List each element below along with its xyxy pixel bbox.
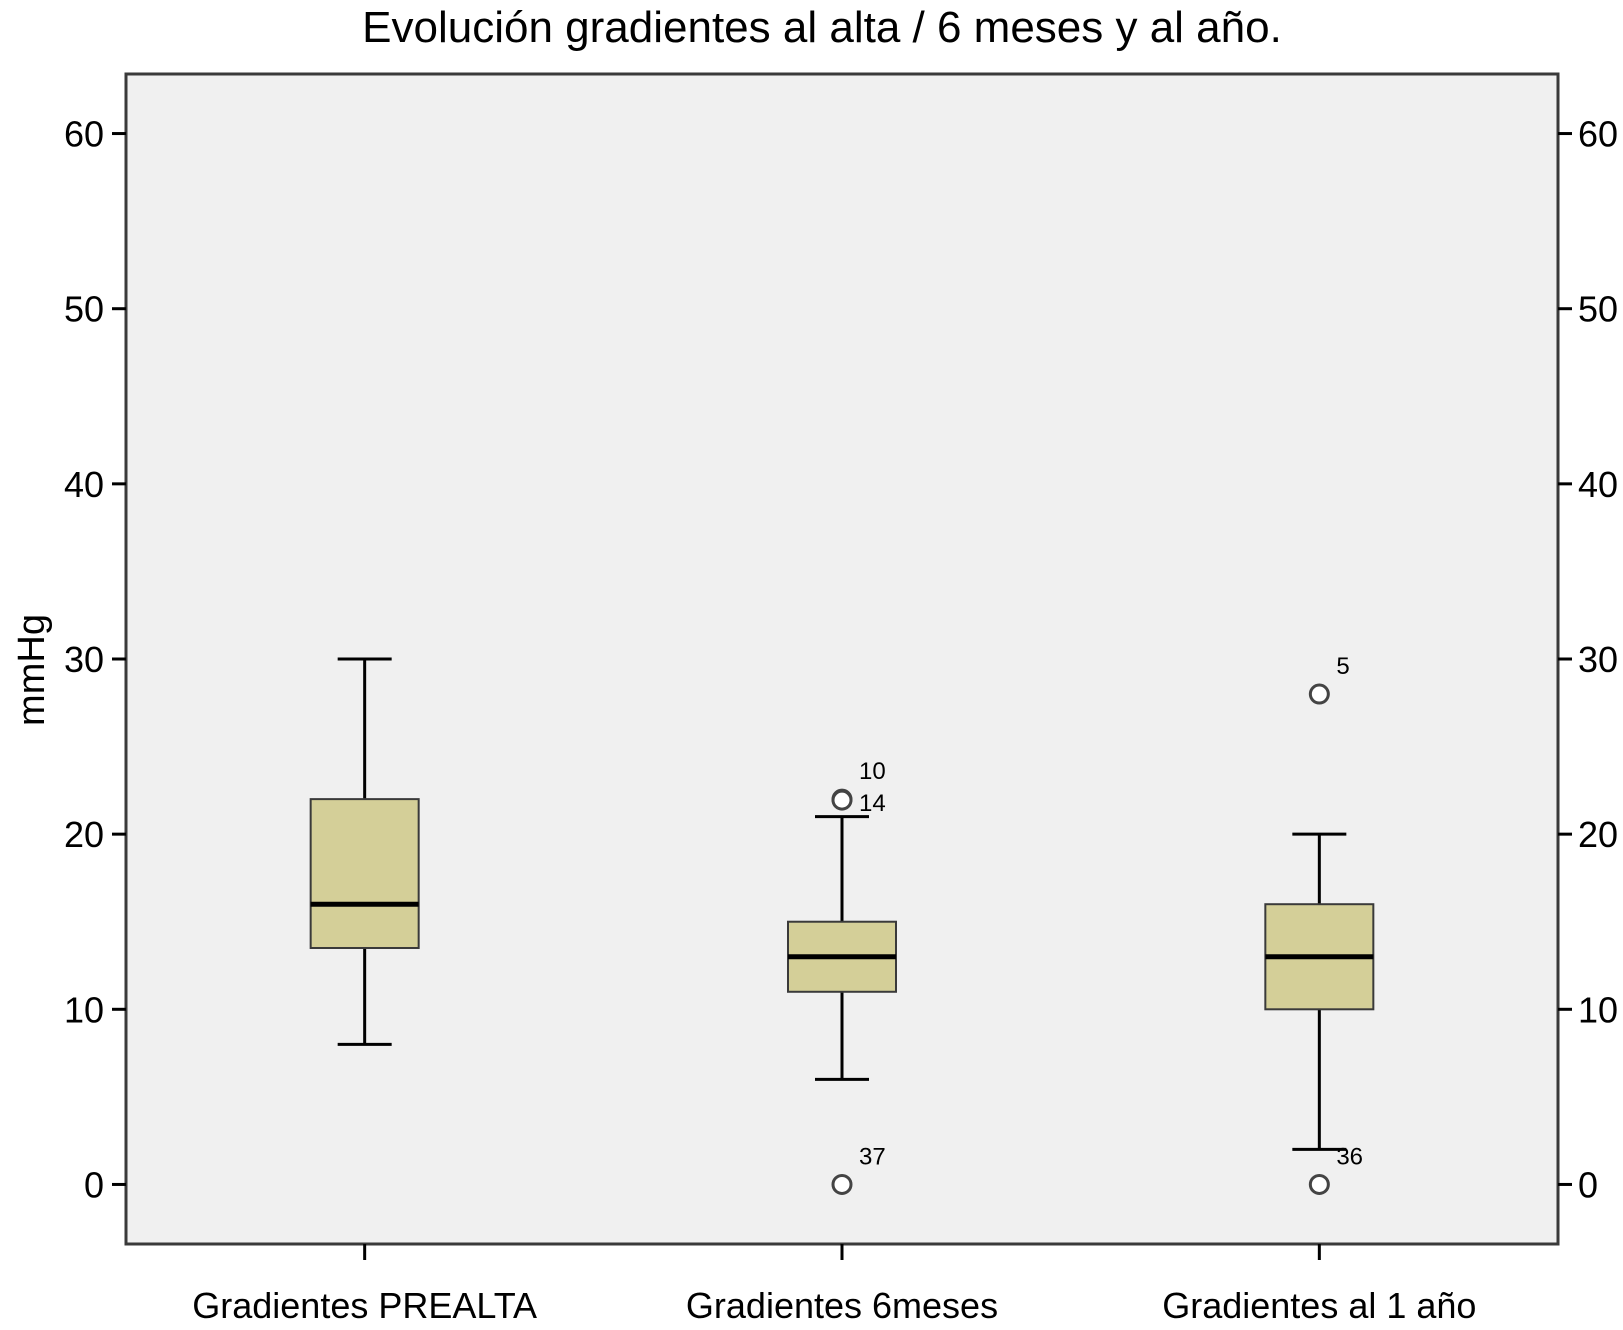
- outlier-label-2-1: 36: [1336, 1143, 1363, 1170]
- outlier-point-2-0: [1308, 683, 1330, 705]
- box-group-1: 10 14 37: [787, 758, 897, 1195]
- x-category-label-2: Gradientes al 1 año: [1162, 1285, 1476, 1326]
- y-tick-label-left-3: 30: [64, 639, 104, 680]
- y-axis-label: mmHg: [11, 614, 53, 726]
- y-tick-label-right-3: 30: [1578, 639, 1618, 680]
- y-axis-left: 0 10 20 30 40 50 60: [64, 114, 126, 1205]
- y-tick-label-right-5: 50: [1578, 289, 1618, 330]
- box-group-0: [309, 657, 420, 1046]
- y-tick-label-right-0: 0: [1578, 1164, 1598, 1205]
- outlier-point-1-1: [831, 789, 853, 811]
- y-tick-label-right-2: 20: [1578, 814, 1618, 855]
- y-tick-label-left-1: 10: [64, 989, 104, 1030]
- outlier-point-2-1: [1308, 1173, 1330, 1195]
- y-tick-label-right-1: 10: [1578, 989, 1618, 1030]
- outlier-label-2-0: 5: [1336, 653, 1349, 680]
- x-category-label-0: Gradientes PREALTA: [192, 1285, 537, 1326]
- outlier-label-1-2: 37: [859, 1143, 886, 1170]
- y-tick-label-left-2: 20: [64, 814, 104, 855]
- x-category-label-1: Gradientes 6meses: [686, 1285, 998, 1326]
- outlier-label-1-0: 10: [859, 758, 886, 785]
- y-tick-label-left-6: 60: [64, 114, 104, 155]
- y-tick-label-left-0: 0: [84, 1164, 104, 1205]
- outlier-label-1-1: 14: [859, 790, 886, 817]
- x-axis: Gradientes PREALTA Gradientes 6meses Gradi…: [192, 1244, 1476, 1326]
- boxes: 10 14 37 5 36: [309, 653, 1375, 1195]
- y-axis-right: 0 10 20 30 40 50 60: [1558, 114, 1618, 1205]
- y-tick-label-left-4: 40: [64, 464, 104, 505]
- box-group-2: 5 36: [1264, 653, 1375, 1195]
- y-tick-label-right-4: 40: [1578, 464, 1618, 505]
- y-tick-label-right-6: 60: [1578, 114, 1618, 155]
- y-tick-label-left-5: 50: [64, 289, 104, 330]
- outlier-point-1-2: [831, 1173, 853, 1195]
- chart-title: Evolución gradientes al alta / 6 meses y…: [362, 3, 1282, 52]
- iqr-box-0: [309, 798, 420, 949]
